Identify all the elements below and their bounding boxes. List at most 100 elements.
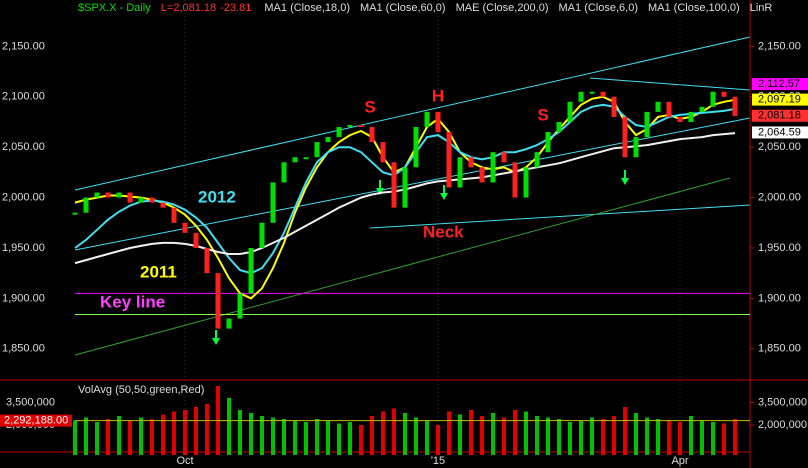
volume-bar (315, 419, 319, 455)
volume-bar (579, 420, 583, 455)
volume-bar (183, 410, 187, 455)
candle (105, 192, 111, 198)
volume-bar (392, 408, 396, 455)
candle (556, 121, 562, 133)
candle (325, 137, 331, 143)
candle (710, 91, 716, 107)
volume-bar (568, 422, 572, 455)
volume-bar (282, 419, 286, 455)
candle (721, 91, 727, 97)
volume-bar (161, 414, 165, 455)
volume-bar (414, 417, 418, 455)
study-label: LinR (749, 2, 773, 14)
candle (182, 222, 188, 233)
volume-bar (139, 417, 143, 455)
volume-bar (480, 416, 484, 455)
trend-line (74, 36, 751, 191)
y-tick-label: 2,050.00 (2, 141, 45, 153)
volume-bar (612, 416, 616, 455)
volume-tick-label: 3,500,000 (6, 396, 55, 408)
candle (336, 127, 342, 138)
candle (424, 111, 430, 128)
study-label: MA1 (Close,60,0) (359, 2, 446, 14)
volume-bar (106, 419, 110, 455)
volume-bar (447, 411, 451, 455)
volume-bar (436, 425, 440, 455)
candle (226, 318, 232, 329)
y-tick-label: 1,900.00 (2, 292, 45, 304)
candle (347, 124, 353, 128)
candle (490, 152, 496, 183)
annotation: 2012 (198, 187, 236, 206)
candle (116, 192, 122, 198)
volume-bar (370, 416, 374, 455)
candle (699, 106, 705, 112)
y-tick-label: 1,950.00 (758, 242, 801, 254)
trend-line (74, 117, 751, 251)
x-tick-label: Apr (671, 455, 688, 467)
candle (314, 142, 320, 158)
candle (446, 132, 452, 188)
symbol: $SPX.X - Daily (78, 2, 151, 14)
candle (435, 111, 441, 133)
y-tick-label: 2,000.00 (758, 191, 801, 203)
volume-bar (469, 410, 473, 455)
candle (479, 167, 485, 183)
candle (589, 91, 595, 94)
volume-bar (425, 420, 429, 455)
candle (391, 162, 397, 208)
annotation: H (432, 86, 444, 105)
arrow (440, 185, 448, 200)
price-badge-label: 2,064.59 (758, 126, 801, 138)
volume-bar (337, 423, 341, 455)
volume-bar (590, 417, 594, 455)
volume-bar (172, 411, 176, 455)
y-tick-label: 1,850.00 (758, 343, 801, 355)
volume-title: VolAvg (50,50,green,Red) (78, 384, 204, 396)
arrow (212, 330, 220, 345)
candle (523, 167, 529, 198)
y-tick-label: 2,100.00 (2, 91, 45, 103)
volume-bar (326, 420, 330, 455)
candle (303, 157, 309, 160)
annotation: S (364, 97, 375, 116)
annotation: S (537, 105, 548, 124)
candle (545, 132, 551, 153)
volume-bar (227, 398, 231, 455)
volume-bar (95, 422, 99, 455)
candle (369, 127, 375, 143)
volume-bar (238, 410, 242, 455)
volume-bar (150, 419, 154, 455)
candle (622, 116, 628, 158)
candle (501, 152, 507, 163)
candle (413, 127, 419, 168)
price-badge (752, 109, 808, 122)
volume-bar (359, 425, 363, 455)
candle (666, 101, 672, 117)
volume-tick-label: 2,000,000 (758, 419, 807, 431)
ma200-line (74, 177, 731, 356)
candle (160, 202, 166, 208)
volume-bar (73, 420, 77, 455)
volume-bar (260, 416, 264, 455)
candle (380, 142, 386, 163)
study-label: MAE (Close,200,0) (455, 2, 549, 14)
trend-line (589, 77, 751, 91)
volume-bar (249, 413, 253, 455)
study-label: MA1 (Close,18,0) (264, 2, 350, 14)
volume-bar (557, 419, 561, 455)
volume-bar (205, 404, 209, 455)
volume-bar (194, 407, 198, 455)
x-tick-label: Oct (176, 455, 193, 467)
volume-bar (535, 416, 539, 455)
candle (611, 96, 617, 117)
volume-bar (689, 416, 693, 455)
candle (688, 111, 694, 122)
candle (94, 192, 100, 198)
candle (193, 232, 199, 248)
volume-bar (733, 419, 737, 455)
candle (248, 247, 254, 294)
y-tick-label: 2,000.00 (2, 191, 45, 203)
